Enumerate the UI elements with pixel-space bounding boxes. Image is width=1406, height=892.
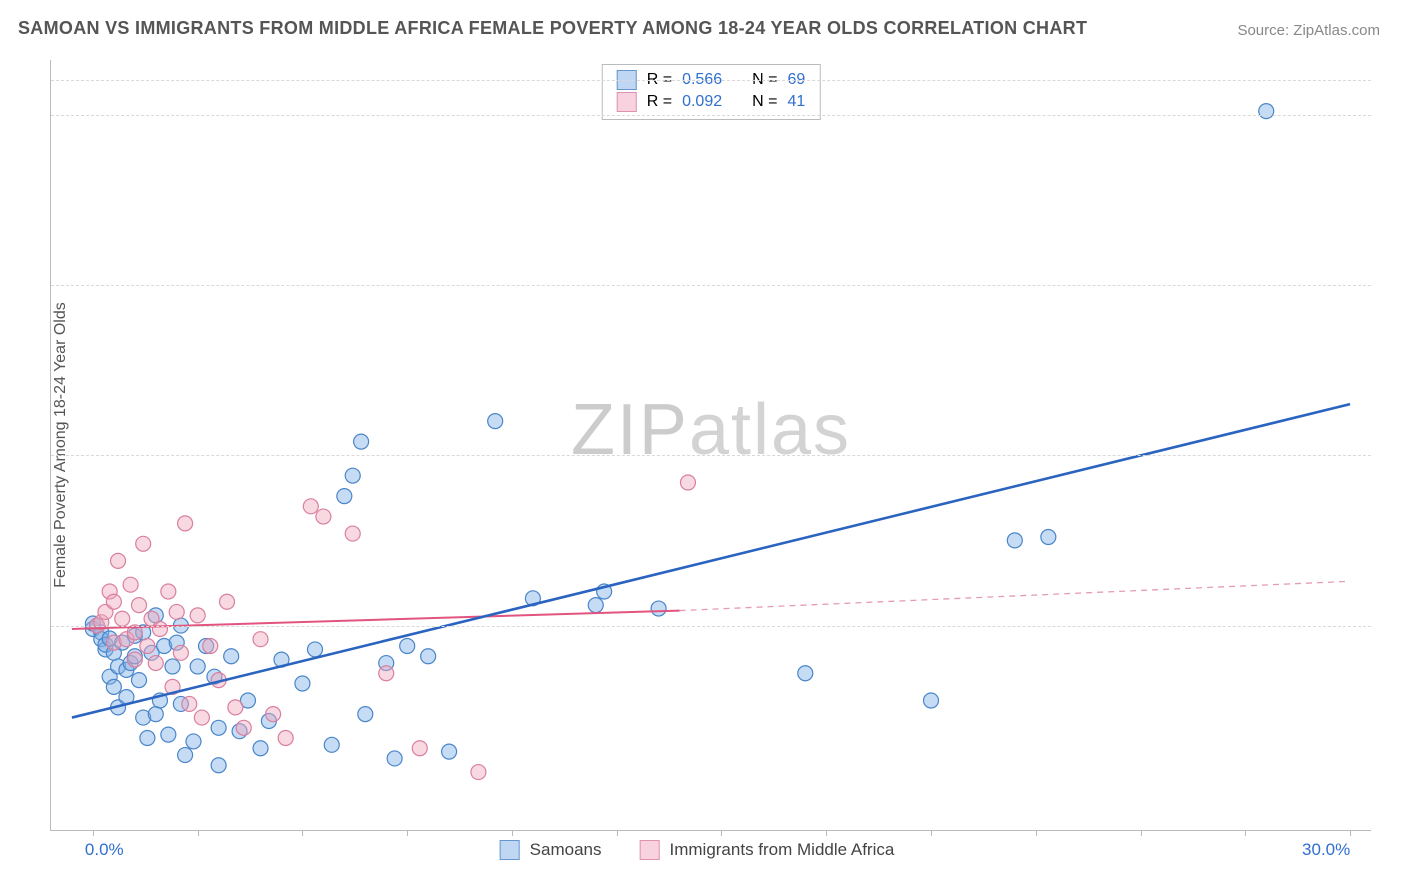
data-point <box>412 741 427 756</box>
data-point <box>152 621 167 636</box>
data-point <box>387 751 402 766</box>
gridline <box>51 80 1371 81</box>
data-point <box>236 720 251 735</box>
data-point <box>295 676 310 691</box>
gridline <box>51 285 1371 286</box>
data-point <box>140 639 155 654</box>
data-point <box>1007 533 1022 548</box>
data-point <box>651 601 666 616</box>
data-point <box>194 710 209 725</box>
data-point <box>111 553 126 568</box>
data-point <box>182 696 197 711</box>
series-legend: Samoans Immigrants from Middle Africa <box>500 840 923 860</box>
x-tick-mark <box>407 830 408 836</box>
data-point <box>161 584 176 599</box>
data-point <box>488 414 503 429</box>
plot-area: Female Poverty Among 18-24 Year Olds ZIP… <box>50 60 1371 831</box>
source-label: Source: ZipAtlas.com <box>1237 22 1380 39</box>
x-tick-mark <box>826 830 827 836</box>
data-point <box>178 748 193 763</box>
data-point <box>115 611 130 626</box>
data-point <box>253 632 268 647</box>
x-tick-mark <box>302 830 303 836</box>
gridline <box>51 115 1371 116</box>
data-point <box>148 707 163 722</box>
data-point <box>106 594 121 609</box>
data-point <box>169 604 184 619</box>
data-point <box>680 475 695 490</box>
data-point <box>211 720 226 735</box>
data-point <box>1259 104 1274 119</box>
data-point <box>324 737 339 752</box>
data-point <box>132 598 147 613</box>
data-point <box>211 758 226 773</box>
data-point <box>106 679 121 694</box>
x-tick-mark <box>931 830 932 836</box>
data-point <box>224 649 239 664</box>
data-point <box>161 727 176 742</box>
data-point <box>186 734 201 749</box>
data-point <box>421 649 436 664</box>
data-point <box>220 594 235 609</box>
x-tick-mark <box>1245 830 1246 836</box>
data-point <box>588 598 603 613</box>
data-point <box>148 656 163 671</box>
regression-line <box>72 404 1350 717</box>
data-point <box>190 659 205 674</box>
x-tick-label: 30.0% <box>1302 840 1350 860</box>
data-point <box>345 468 360 483</box>
data-point <box>400 639 415 654</box>
data-point <box>253 741 268 756</box>
data-point <box>924 693 939 708</box>
data-point <box>798 666 813 681</box>
data-point <box>442 744 457 759</box>
data-point <box>190 608 205 623</box>
data-point <box>123 577 138 592</box>
data-point <box>140 731 155 746</box>
data-point <box>228 700 243 715</box>
x-tick-mark <box>1036 830 1037 836</box>
regression-line <box>680 581 1350 610</box>
data-point <box>136 536 151 551</box>
chart-svg <box>51 60 1371 830</box>
data-point <box>345 526 360 541</box>
data-point <box>278 731 293 746</box>
gridline <box>51 455 1371 456</box>
x-tick-mark <box>721 830 722 836</box>
x-tick-mark <box>198 830 199 836</box>
data-point <box>132 673 147 688</box>
data-point <box>303 499 318 514</box>
data-point <box>471 765 486 780</box>
data-point <box>266 707 281 722</box>
data-point <box>379 666 394 681</box>
data-point <box>127 652 142 667</box>
legend-swatch <box>500 840 520 860</box>
x-tick-mark <box>617 830 618 836</box>
x-tick-mark <box>512 830 513 836</box>
x-tick-mark <box>1350 830 1351 836</box>
gridline <box>51 626 1371 627</box>
data-point <box>337 489 352 504</box>
data-point <box>173 645 188 660</box>
data-point <box>358 707 373 722</box>
legend-swatch <box>639 840 659 860</box>
data-point <box>178 516 193 531</box>
data-point <box>308 642 323 657</box>
x-tick-mark <box>1141 830 1142 836</box>
x-tick-mark <box>93 830 94 836</box>
chart-title: SAMOAN VS IMMIGRANTS FROM MIDDLE AFRICA … <box>18 18 1087 39</box>
legend-series-label: Immigrants from Middle Africa <box>669 840 894 860</box>
data-point <box>1041 529 1056 544</box>
x-tick-label: 0.0% <box>85 840 124 860</box>
data-point <box>165 659 180 674</box>
data-point <box>316 509 331 524</box>
data-point <box>354 434 369 449</box>
data-point <box>203 639 218 654</box>
legend-series-label: Samoans <box>530 840 602 860</box>
